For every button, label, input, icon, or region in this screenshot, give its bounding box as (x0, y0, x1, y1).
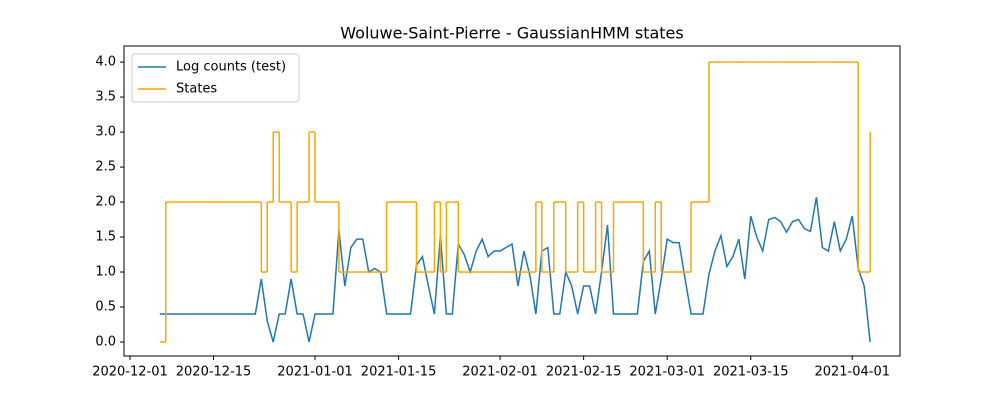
legend-label: Log counts (test) (176, 60, 286, 75)
y-tick-label: 3.0 (95, 125, 116, 140)
x-tick-label: 2021-01-15 (361, 365, 437, 380)
x-tick-label: 2021-02-15 (546, 365, 622, 380)
x-tick-label: 2021-01-01 (277, 365, 353, 380)
chart-title: Woluwe-Saint-Pierre - GaussianHMM states (340, 24, 683, 43)
x-tick-label: 2021-03-15 (713, 365, 789, 380)
y-tick-label: 1.5 (95, 230, 116, 245)
y-tick-label: 2.0 (95, 195, 116, 210)
y-tick-label: 3.5 (95, 90, 116, 105)
y-tick-label: 4.0 (95, 55, 116, 70)
y-tick-label: 1.0 (95, 265, 116, 280)
x-tick-label: 2021-04-01 (814, 365, 890, 380)
legend-label: States (176, 82, 217, 97)
y-tick-label: 2.5 (95, 160, 116, 175)
x-tick-label: 2020-12-01 (92, 365, 168, 380)
plot-frame (123, 45, 901, 357)
y-tick-label: 0.0 (95, 335, 116, 350)
legend-box (131, 53, 300, 103)
x-tick-label: 2021-03-01 (629, 365, 705, 380)
series-line (159, 197, 871, 343)
y-tick-label: 0.5 (95, 300, 116, 315)
x-tick-label: 2021-02-01 (462, 365, 538, 380)
x-tick-label: 2020-12-15 (176, 365, 252, 380)
